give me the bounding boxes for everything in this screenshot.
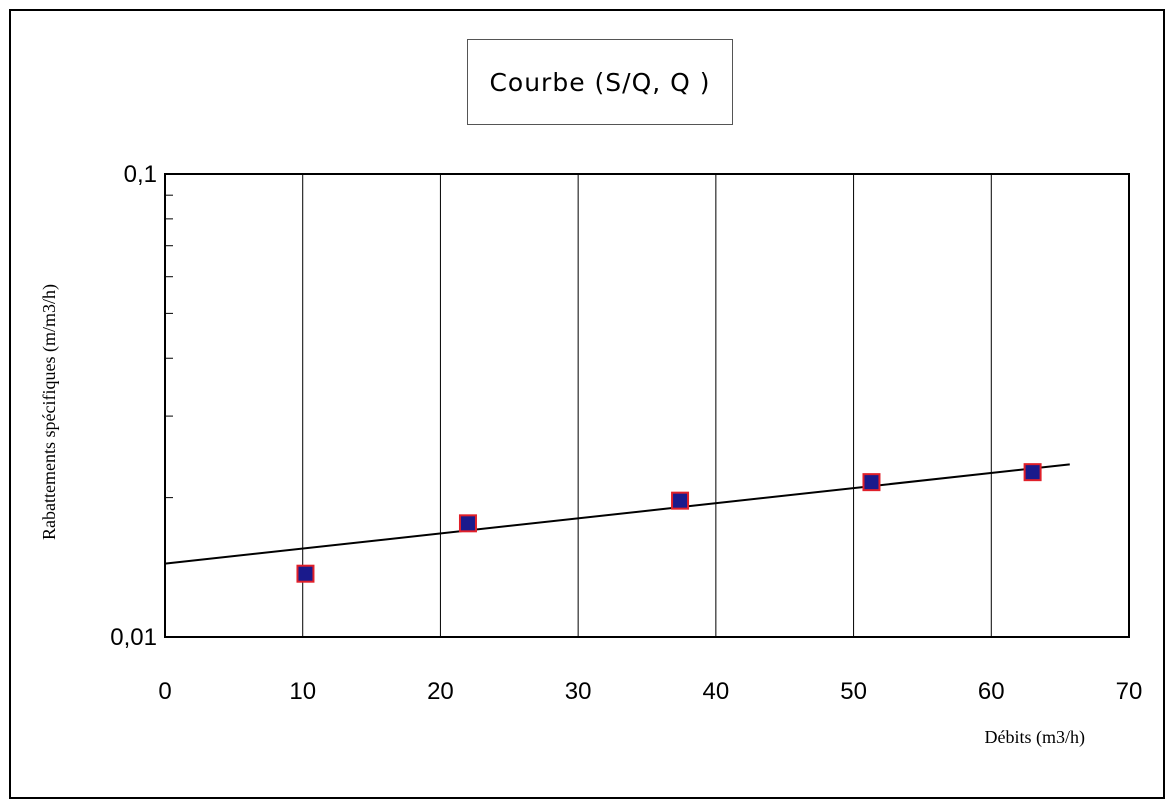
grid-lines (302, 174, 992, 637)
x-tick-label: 20 (427, 678, 454, 705)
chart-title: Courbe (S/Q, Q ) (489, 67, 711, 97)
y-tick-label: 0,01 (110, 624, 157, 651)
x-tick-label: 0 (158, 678, 171, 705)
y-tick-label: 0,1 (124, 161, 157, 188)
data-point-marker (296, 564, 315, 583)
data-point-marker (862, 473, 881, 492)
x-tick-label: 40 (703, 678, 730, 705)
x-tick-labels: 0 10 20 30 40 50 60 70 (158, 678, 1142, 705)
plot-area (164, 173, 1130, 638)
y-tick-labels: 0,1 0,01 (110, 161, 157, 651)
chart-frame: Courbe (S/Q, Q ) (9, 9, 1165, 799)
x-tick-label: 50 (840, 678, 867, 705)
x-tick-label: 30 (565, 678, 592, 705)
x-tick-label: 10 (289, 678, 316, 705)
data-point-marker (458, 514, 477, 533)
data-point-marker (1023, 463, 1042, 482)
trendline (164, 463, 1070, 565)
y-axis-title: Rabattements spécifiques (m/m3/h) (39, 284, 60, 540)
data-markers (296, 463, 1042, 583)
chart-title-box: Courbe (S/Q, Q ) (467, 39, 733, 125)
x-tick-label: 70 (1116, 678, 1143, 705)
x-tick-label: 60 (978, 678, 1005, 705)
data-point-marker (671, 491, 690, 510)
y-minor-ticks (165, 194, 173, 499)
x-axis-title: Débits (m3/h) (985, 727, 1086, 748)
